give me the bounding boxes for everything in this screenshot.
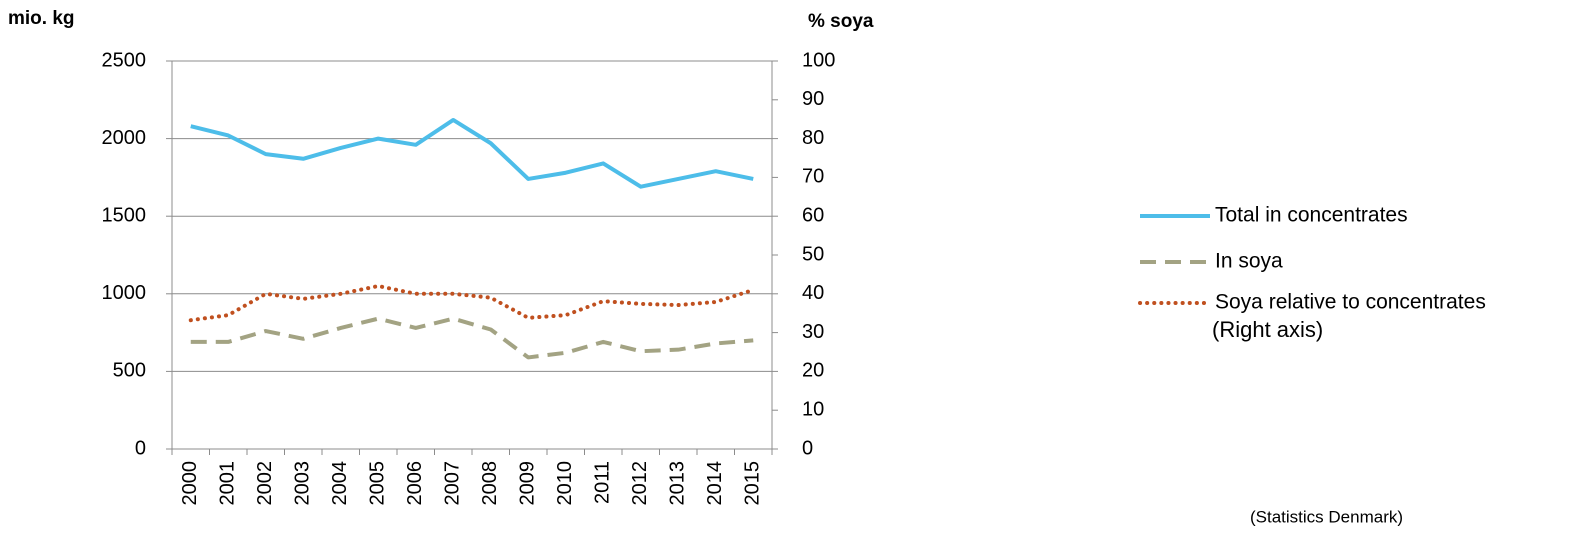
y2-tick-label: 100 — [802, 49, 835, 71]
y-tick-label: 2500 — [102, 49, 147, 71]
y2-tick-label: 10 — [802, 398, 824, 420]
legend-label: Total in concentrates — [1215, 204, 1408, 227]
y2-tick-label: 40 — [802, 282, 824, 304]
series-line — [190, 117, 754, 189]
x-tick-label: 2008 — [479, 461, 501, 506]
y-tick-label: 500 — [113, 360, 146, 382]
legend-label: In soya — [1215, 250, 1283, 273]
x-tick-label: 2015 — [742, 461, 764, 506]
y-tick-label: 0 — [135, 437, 146, 459]
y2-tick-label: 90 — [802, 88, 824, 110]
annotation: (Right axis) — [1212, 317, 1323, 342]
series-line — [188, 284, 756, 323]
x-tick-label: 2010 — [554, 461, 576, 506]
x-tick-label: 2005 — [367, 461, 389, 506]
x-tick-label: 2006 — [404, 461, 426, 506]
x-tick-label: 2007 — [442, 461, 464, 506]
y-tick-label: 2000 — [102, 127, 147, 149]
x-tick-label: 2003 — [292, 461, 314, 506]
y2-tick-label: 70 — [802, 166, 824, 188]
y-tick-label: 1500 — [102, 204, 147, 226]
y2-tick-label: 20 — [802, 360, 824, 382]
y2-tick-label: 30 — [802, 321, 824, 343]
x-tick-label: 2001 — [217, 461, 239, 506]
y2-axis-label: % soya — [808, 11, 874, 32]
x-tick-label: 2000 — [179, 461, 201, 506]
x-tick-label: 2013 — [667, 461, 689, 506]
y2-tick-label: 50 — [802, 243, 824, 265]
y2-tick-label: 80 — [802, 127, 824, 149]
series-line — [190, 316, 754, 360]
x-tick-label: 2009 — [517, 461, 539, 506]
y-axis-label: mio. kg — [8, 8, 75, 29]
x-tick-label: 2014 — [704, 461, 726, 506]
y-tick-label: 1000 — [102, 282, 147, 304]
legend-label: Soya relative to concentrates — [1215, 291, 1486, 314]
source: (Statistics Denmark) — [1250, 507, 1403, 526]
x-tick-label: 2004 — [329, 461, 351, 506]
x-tick-label: 2002 — [254, 461, 276, 506]
y2-tick-label: 0 — [802, 437, 813, 459]
y2-tick-label: 60 — [802, 204, 824, 226]
x-tick-label: 2012 — [629, 461, 651, 506]
x-tick-label: 2011 — [592, 461, 614, 504]
